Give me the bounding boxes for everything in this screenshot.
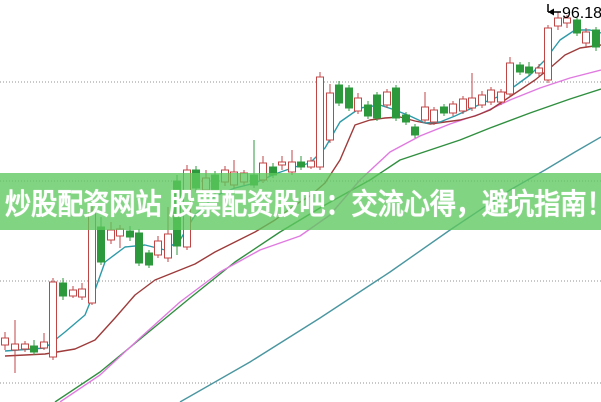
candle-down <box>364 104 372 117</box>
candle-up <box>468 97 476 109</box>
candle-up <box>288 161 296 173</box>
candle-up <box>506 62 514 95</box>
ma-mid-maroon <box>4 44 601 357</box>
candle-up <box>449 103 457 114</box>
candle-down <box>145 252 153 266</box>
candle-up <box>354 97 362 112</box>
candle-up <box>487 89 495 103</box>
candle-up <box>40 341 48 349</box>
candle-up <box>107 229 115 241</box>
candle-up <box>478 94 486 106</box>
candle-down <box>573 19 581 34</box>
candle-up <box>430 109 438 123</box>
candle-up <box>383 91 391 106</box>
price-label: 96.18 <box>562 5 601 22</box>
candle-down <box>402 114 410 123</box>
candle-down <box>59 282 67 297</box>
candle-up <box>307 160 315 168</box>
candle-down <box>392 87 400 119</box>
candle-down <box>335 84 343 104</box>
headline-banner: 炒股配资网站 股票配资股吧：交流心得，避坑指南！ <box>0 173 601 230</box>
candle-down <box>440 106 448 114</box>
candle-up <box>326 92 334 141</box>
candle-up <box>116 228 124 237</box>
candle-down <box>525 66 533 74</box>
candle-down <box>135 232 143 264</box>
candle-up <box>11 343 19 351</box>
candle-up <box>582 31 590 44</box>
candles-group <box>1 12 600 373</box>
left-arrow-icon <box>547 4 561 16</box>
candle-up <box>164 233 172 259</box>
candle-down <box>345 87 353 109</box>
candle-down <box>126 230 134 238</box>
candle-down <box>30 345 38 353</box>
candle-up <box>154 240 162 256</box>
candle-down <box>373 94 381 119</box>
candle-down <box>297 161 305 168</box>
ma-longest-teal <box>179 136 601 402</box>
candle-down <box>97 226 105 263</box>
banner-title: 炒股配资网站 股票配资股吧：交流心得，避坑指南！ <box>5 188 601 221</box>
candle-up <box>497 91 505 103</box>
price-annotation: 96.18 <box>547 4 601 22</box>
candle-up <box>278 161 286 166</box>
candle-up <box>316 76 324 168</box>
candle-up <box>21 343 29 350</box>
candle-up <box>544 27 552 81</box>
candle-up <box>69 289 77 297</box>
candle-down <box>411 126 419 136</box>
candle-up <box>535 67 543 74</box>
candle-down <box>592 29 600 48</box>
candle-up <box>1 337 9 346</box>
candle-up <box>459 98 467 112</box>
candle-up <box>78 288 86 298</box>
candle-up <box>421 106 429 121</box>
candle-up <box>554 17 562 27</box>
candle-up <box>49 281 57 358</box>
candle-up <box>563 17 571 24</box>
candle-down <box>516 64 524 73</box>
